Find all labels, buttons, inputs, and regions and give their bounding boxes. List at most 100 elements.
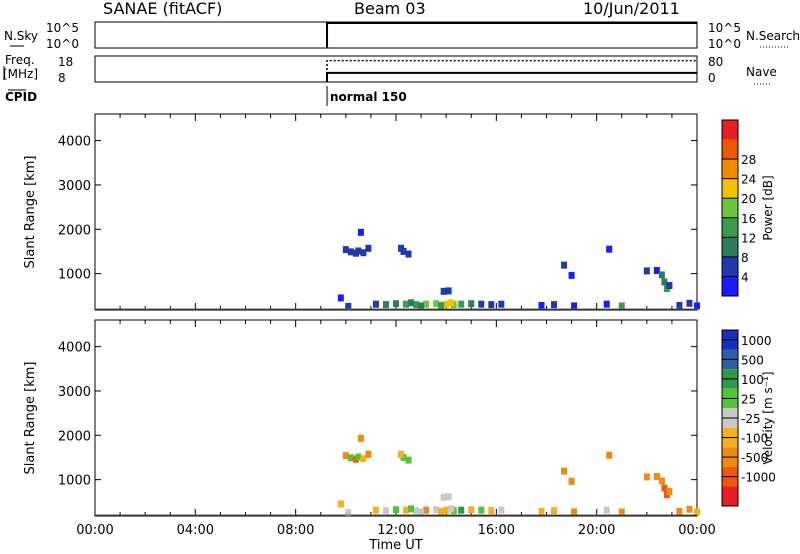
power-panel-cell <box>355 247 362 255</box>
velocity-panel-cell <box>498 506 505 514</box>
nsky-series <box>326 22 697 48</box>
power-panel-cell <box>488 301 495 309</box>
velocity-panel-cell <box>538 508 545 516</box>
velocity-panel-cell <box>347 454 354 462</box>
velocity-panel-cell <box>408 505 415 513</box>
power-panel-cell <box>337 294 344 302</box>
power-colorbar-swatch <box>722 198 738 218</box>
velocity-panel-cell <box>694 508 700 516</box>
power-panel-cell <box>658 271 665 279</box>
velocity-panel-ytick-label: 2000 <box>58 429 91 444</box>
velocity-panel-cell <box>666 488 673 496</box>
power-panel-cell <box>413 301 420 309</box>
velocity-panel-cell <box>423 506 430 514</box>
power-colorbar-swatch <box>722 139 738 160</box>
power-panel-cell <box>653 266 660 274</box>
velocity-panel-xtick-label: 08:00 <box>277 523 314 538</box>
nsearch-tick-lo: 10^0 <box>708 37 741 51</box>
power-panel-cell <box>423 300 430 308</box>
power-colorbar-tick-label: 28 <box>741 153 756 167</box>
power-panel-cell <box>365 244 372 252</box>
power-panel-cell <box>478 300 485 308</box>
power-panel-cell <box>393 300 399 308</box>
power-panel-cell <box>418 302 425 310</box>
power-colorbar-swatch <box>722 159 738 179</box>
nsearch-label: N.Search <box>746 29 800 43</box>
power-panel-cell <box>398 244 405 252</box>
velocity-panel-xlabel: Time UT <box>368 538 422 553</box>
nsearch-tick-hi: 10^5 <box>708 21 741 35</box>
power-panel-cell <box>372 300 379 308</box>
power-colorbar-swatch <box>722 276 738 296</box>
date-title: 10/Jun/2011 <box>583 0 680 18</box>
power-colorbar-tick-label: 8 <box>741 251 749 265</box>
velocity-panel-frame <box>94 319 698 517</box>
velocity-panel-cell <box>337 500 344 508</box>
velocity-panel-cell <box>393 506 399 514</box>
velocity-panel-ytick-label: 3000 <box>58 385 91 400</box>
freq-tick-hi: 18 <box>58 55 73 69</box>
velocity-colorbar-tick-label: 500 <box>741 353 764 367</box>
freq-frame <box>94 55 698 83</box>
velocity-panel-cell <box>448 505 455 513</box>
velocity-panel-cell <box>438 508 445 516</box>
velocity-panel-cell <box>571 508 578 516</box>
power-panel-ylabel: Slant Range [km] <box>23 156 38 269</box>
velocity-panel-cell <box>433 506 440 514</box>
velocity-panel-cell <box>686 505 693 513</box>
power-panel-cell <box>443 300 450 308</box>
velocity-panel-cell <box>342 452 349 460</box>
nsky-label: N.Sky <box>4 29 38 43</box>
power-colorbar-label: Power [dB] <box>761 175 775 240</box>
velocity-colorbar-tick-label: -1000 <box>741 471 776 485</box>
power-panel-cell <box>551 301 558 309</box>
nsky-tick-lo: 10^0 <box>46 37 79 51</box>
velocity-panel-cell <box>382 507 389 515</box>
power-panel-cell <box>468 300 475 308</box>
velocity-panel-cell <box>658 477 665 485</box>
velocity-panel-ylabel: Slant Range [km] <box>23 362 38 475</box>
velocity-panel-ytick-label: 1000 <box>58 474 91 489</box>
velocity-panel-xtick-label: 00:00 <box>76 523 113 538</box>
velocity-panel-cell <box>403 506 410 514</box>
power-colorbar-swatch <box>722 178 738 199</box>
cpid-label: CPID <box>5 90 37 104</box>
velocity-panel-cell <box>653 472 660 480</box>
power-panel-cell <box>498 300 505 308</box>
power-panel-cell <box>643 267 650 275</box>
power-panel-cell <box>538 302 545 310</box>
freq-label-b: [MHz] <box>3 67 38 81</box>
velocity-colorbar-swatch <box>722 486 738 506</box>
velocity-panel-cell <box>568 477 575 485</box>
velocity-panel-cell <box>661 484 668 492</box>
velocity-colorbar-tick-label: -100 <box>741 432 768 446</box>
power-colorbar-swatch <box>722 217 738 238</box>
velocity-colorbar-tick-label: 25 <box>741 392 756 406</box>
power-panel-cell <box>405 250 412 258</box>
velocity-panel-cell <box>468 506 475 514</box>
power-panel-cell <box>360 249 367 257</box>
power-panel-cell <box>666 282 673 290</box>
power-panel-cell <box>606 245 613 253</box>
velocity-panel-cell <box>551 507 558 515</box>
beam-title: Beam 03 <box>354 0 426 18</box>
power-colorbar-tick-label: 16 <box>741 212 756 226</box>
nsky-tick-hi: 10^5 <box>46 21 79 35</box>
freq-label-a: Freq. <box>5 53 35 67</box>
power-panel-ytick-label: 1000 <box>58 268 91 283</box>
power-colorbar-frame <box>721 119 739 297</box>
velocity-panel-cell <box>345 508 352 516</box>
power-panel-cell <box>382 301 389 309</box>
power-panel-cell <box>676 302 683 310</box>
power-panel-cell <box>571 302 578 310</box>
freq-series <box>326 71 697 82</box>
power-panel-cell <box>618 302 625 310</box>
power-colorbar-tick-label: 24 <box>741 173 756 187</box>
power-colorbar-swatch <box>722 120 738 140</box>
nsky-frame <box>94 21 698 49</box>
power-panel-cell <box>357 228 364 236</box>
velocity-panel-cell <box>405 456 412 464</box>
velocity-panel-cell <box>488 507 495 515</box>
power-panel-cell <box>568 271 575 279</box>
